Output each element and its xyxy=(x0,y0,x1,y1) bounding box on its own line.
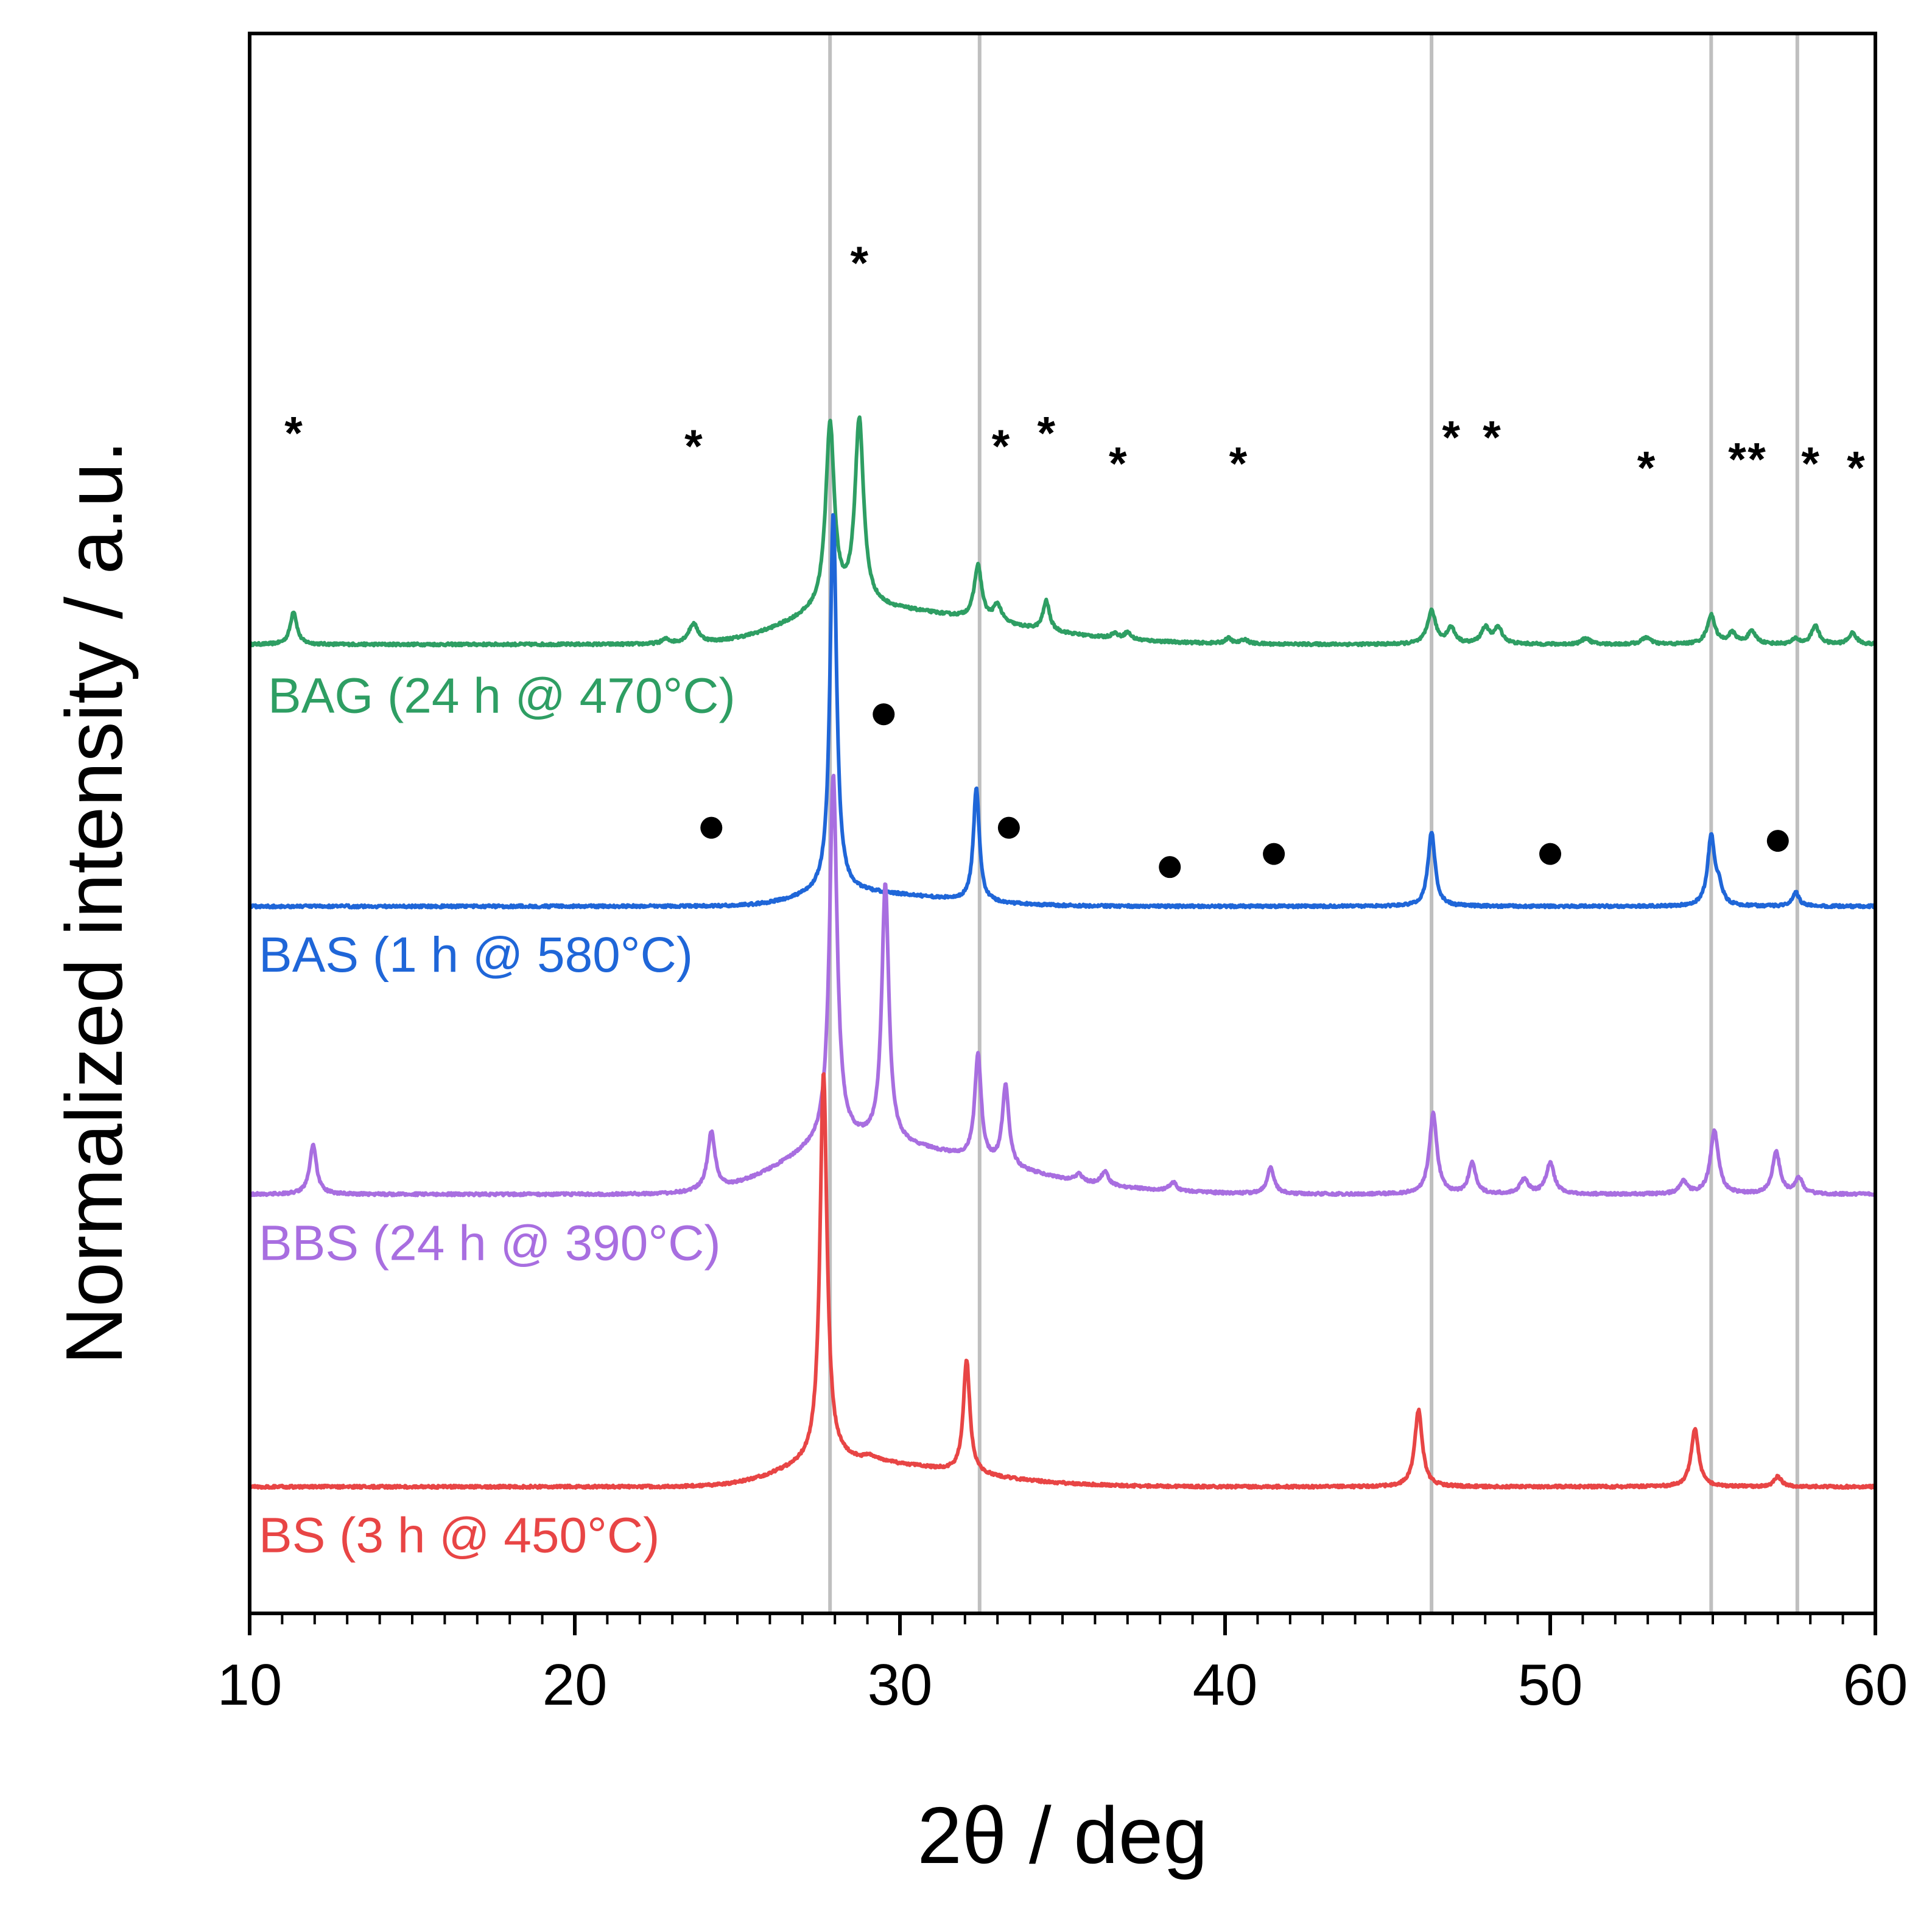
marker-star-0-12: * xyxy=(1801,438,1819,490)
marker-star-0-4: * xyxy=(1038,407,1056,459)
phase-markers: * *** ** ** ** * * * * xyxy=(284,237,1865,879)
series-label-2: BBS (24 h @ 390°C) xyxy=(259,1215,721,1271)
marker-dot-2-6 xyxy=(1766,830,1789,852)
x-axis-ticks: 10 20 30 40 50 60 xyxy=(217,1613,1908,1717)
marker-star-0-10: * xyxy=(1728,433,1746,485)
x-tick-label-40: 40 xyxy=(1193,1652,1258,1717)
marker-star-0-0: * xyxy=(284,407,303,459)
marker-dot-2-3 xyxy=(1159,856,1181,879)
plot-frame xyxy=(248,32,1877,1615)
series-line-1 xyxy=(248,513,1877,910)
marker-star-0-5: * xyxy=(1109,438,1127,490)
series-line-2 xyxy=(248,773,1877,1198)
marker-star-0-3: * xyxy=(992,421,1010,472)
x-tick-label-20: 20 xyxy=(543,1652,608,1717)
marker-dot-2-0 xyxy=(700,816,723,839)
marker-dot-2-2 xyxy=(997,816,1020,839)
marker-star-0-7: * xyxy=(1442,412,1460,464)
marker-dot-2-1 xyxy=(873,703,895,726)
series-label-0: BAG (24 h @ 470°C) xyxy=(268,668,736,723)
series-labels: BAG (24 h @ 470°C) BAS (1 h @ 580°C) BBS (… xyxy=(259,668,736,1563)
series-label-1: BAS (1 h @ 580°C) xyxy=(259,927,693,983)
x-tick-label-10: 10 xyxy=(217,1652,283,1717)
series-line-3 xyxy=(248,1072,1877,1490)
x-tick-label-60: 60 xyxy=(1843,1652,1908,1717)
marker-star-0-8: * xyxy=(1483,412,1501,464)
x-tick-label-50: 50 xyxy=(1518,1652,1583,1717)
marker-star-0-6: * xyxy=(1229,438,1248,490)
marker-star-0-11: * xyxy=(1748,433,1766,485)
marker-star-0-2: * xyxy=(850,237,868,289)
x-tick-label-30: 30 xyxy=(868,1652,933,1717)
marker-star-0-13: * xyxy=(1847,443,1865,494)
marker-dot-2-4 xyxy=(1263,843,1285,865)
marker-star-0-1: * xyxy=(684,421,703,472)
series-label-3: BS (3 h @ 450°C) xyxy=(259,1508,659,1563)
marker-dot-2-5 xyxy=(1539,843,1561,865)
series-layer xyxy=(248,415,1877,1490)
y-axis-title: Normalized intensity / a.u. xyxy=(49,440,139,1365)
x-axis-title: 2θ / deg xyxy=(917,1791,1207,1880)
series-line-0 xyxy=(248,415,1877,648)
marker-star-0-9: * xyxy=(1637,443,1656,494)
